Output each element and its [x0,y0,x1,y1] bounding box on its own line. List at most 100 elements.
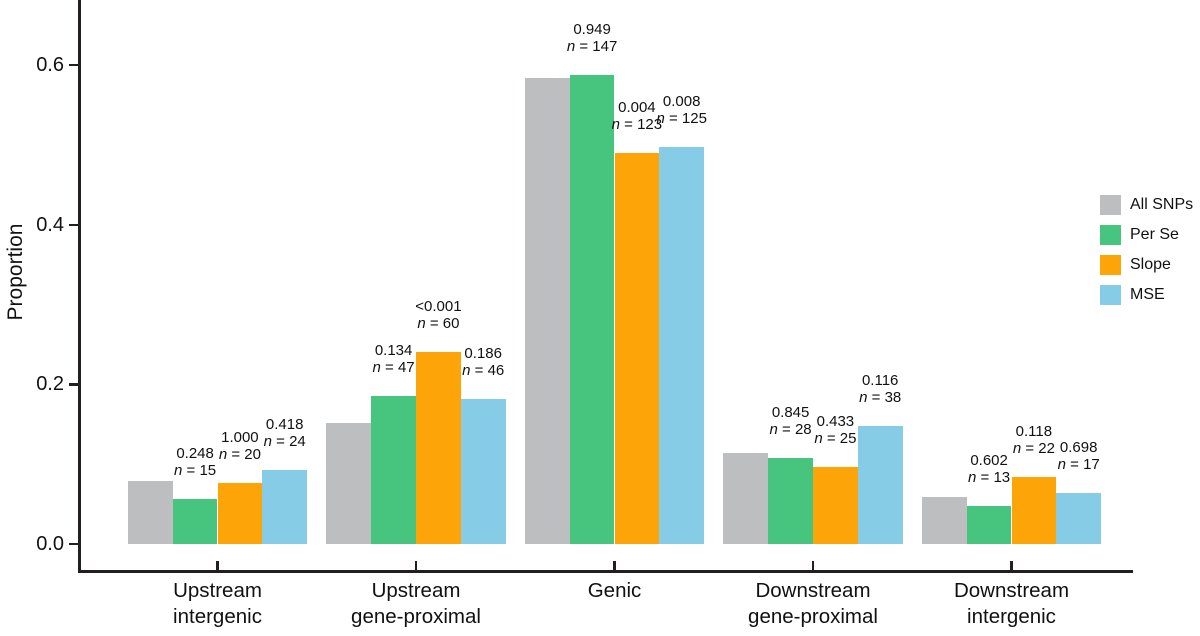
n-variable: n [462,361,471,379]
x-category-label-line: intergenic [173,605,262,628]
legend-label-slope: Slope [1130,256,1171,273]
x-category-label-line: Upstream [173,579,262,602]
p-value: 0.118 [1015,422,1053,440]
bar-per-se-downstream-intergenic [966,505,1012,544]
legend-label-mse: MSE [1130,286,1165,303]
y-tick-0.2 [69,383,78,386]
n-value: n = 60 [415,315,461,332]
n-variable: n [1012,439,1022,457]
y-axis-line [78,0,81,573]
n-count: = 147 [575,37,618,55]
annotation-slope-genic: 0.004 n = 123 [612,99,662,133]
n-value: n = 24 [264,433,306,450]
annotation-slope-downstream-gene-proximal: 0.433 n = 25 [814,413,856,447]
n-count: = 28 [777,420,812,438]
legend-label-per-se: Per Se [1130,226,1179,243]
n-value: n = 123 [612,116,662,133]
x-category-label-upstream-intergenic: Upstream intergenic [173,578,262,630]
bar-mse-upstream-gene-proximal [460,398,506,544]
p-value: <0.001 [415,298,462,316]
x-category-label-line: intergenic [967,605,1056,628]
legend-swatch-slope [1100,255,1121,275]
n-variable: n [769,420,778,438]
x-category-label-line: gene-proximal [748,605,878,628]
bar-all-snps-downstream-gene-proximal [723,453,769,544]
p-value: 0.186 [464,344,502,362]
bar-per-se-downstream-gene-proximal [768,457,813,544]
p-value: 0.433 [816,413,855,431]
n-value: n = 15 [174,462,216,479]
n-value: n = 20 [219,446,261,463]
bar-all-snps-upstream-gene-proximal [326,422,372,544]
n-variable: n [611,115,620,133]
y-tick-label-0.6: 0.6 [36,54,64,77]
n-count: = 13 [976,468,1011,486]
n-value: n = 22 [1013,440,1055,457]
n-count: = 24 [271,432,306,450]
n-count: = 22 [1021,439,1055,457]
n-count: = 60 [425,315,460,333]
n-count: = 123 [620,115,663,133]
n-variable: n [372,359,381,377]
n-variable: n [417,315,426,333]
bar-mse-upstream-intergenic [262,469,308,544]
x-category-label-line: Downstream [953,579,1070,602]
y-tick-0.4 [69,223,78,227]
n-value: n = 147 [567,38,617,55]
y-tick-label-0.2: 0.2 [36,373,64,396]
x-tick-downstream-intergenic [1010,561,1013,570]
annotation-per-se-genic: 0.949 n = 147 [567,21,617,55]
n-variable: n [566,37,576,55]
legend-item-per-se: Per Se [1100,225,1193,245]
legend-swatch-all-snps [1100,195,1121,215]
legend-item-mse: MSE [1100,285,1193,305]
n-count: = 47 [380,359,415,377]
legend: All SNPs Per Se Slope MSE [1100,195,1193,315]
x-category-label-downstream-gene-proximal: Downstream gene-proximal [748,578,878,630]
p-value: 0.248 [176,444,214,462]
p-value: 0.008 [662,92,701,110]
n-variable: n [1057,455,1066,473]
p-value: 0.418 [265,415,304,433]
n-value: n = 46 [462,362,504,379]
bar-slope-downstream-gene-proximal [813,467,858,544]
x-tick-downstream-gene-proximal [811,561,815,570]
annotation-per-se-downstream-intergenic: 0.602 n = 13 [968,452,1010,486]
bar-all-snps-upstream-intergenic [127,480,173,544]
x-tick-upstream-gene-proximal [414,561,418,570]
x-category-label-line: Downstream [755,579,871,602]
p-value: 0.134 [374,342,413,360]
n-count: = 17 [1065,455,1100,473]
legend-swatch-per-se [1100,225,1121,245]
annotation-slope-upstream-gene-proximal: <0.001 n = 60 [415,298,461,332]
bar-all-snps-genic [524,77,570,544]
n-count: = 15 [182,461,217,479]
bar-slope-upstream-gene-proximal [416,352,461,544]
x-category-label-line: Genic [587,579,642,602]
bar-per-se-genic [569,74,615,544]
y-tick-0.0 [69,542,78,546]
n-value: n = 13 [968,469,1010,486]
annotation-slope-upstream-intergenic: 1.000 n = 20 [219,429,261,463]
bar-mse-downstream-intergenic [1056,492,1102,544]
n-value: n = 25 [814,430,856,447]
annotation-mse-upstream-gene-proximal: 0.186 n = 46 [462,345,504,379]
p-value: 0.602 [970,451,1008,469]
legend-item-all-snps: All SNPs [1100,195,1193,215]
bar-per-se-upstream-intergenic [172,498,218,544]
x-axis-line [78,570,1133,573]
n-variable: n [859,388,868,406]
n-variable: n [656,109,665,127]
n-variable: n [263,432,272,450]
n-count: = 25 [822,430,857,448]
bar-all-snps-downstream-intergenic [921,496,967,544]
n-variable: n [814,430,823,448]
p-value: 0.845 [771,403,810,421]
n-variable: n [218,445,228,463]
n-count: = 46 [470,361,505,379]
annotation-per-se-downstream-gene-proximal: 0.845 n = 28 [770,404,812,438]
bar-slope-downstream-intergenic [1011,476,1057,544]
annotation-mse-genic: 0.008 n = 125 [656,93,706,127]
p-value: 1.000 [221,428,259,446]
